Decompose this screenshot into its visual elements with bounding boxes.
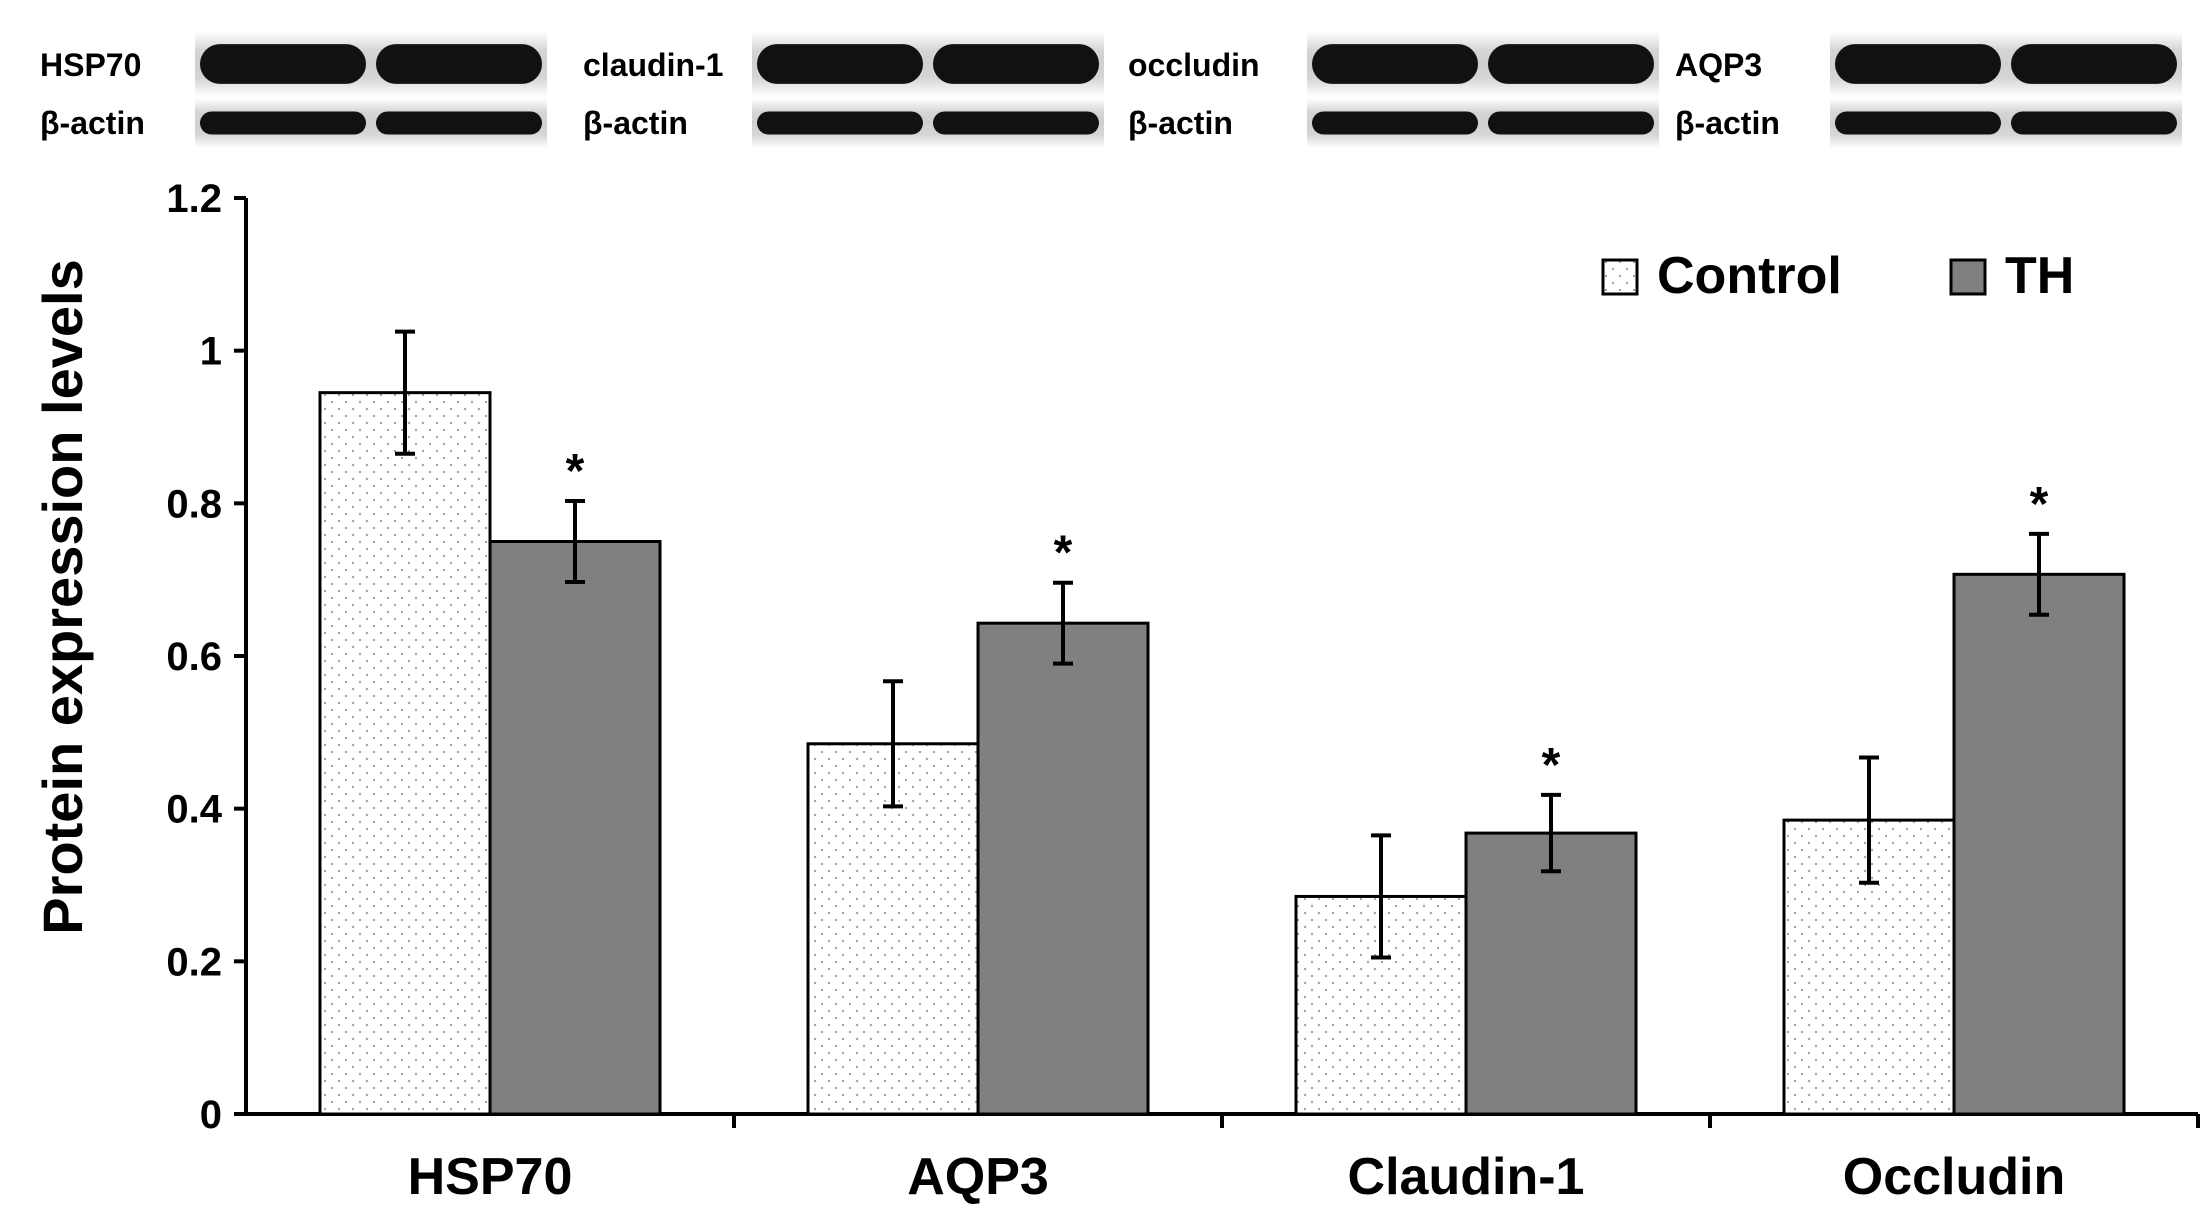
y-tick-label: 0.2 <box>166 940 222 984</box>
blot-label: β-actin <box>1675 105 1780 141</box>
blot-label: β-actin <box>40 105 145 141</box>
blot-band <box>200 111 366 135</box>
blot-band <box>933 44 1099 84</box>
bar-chart: Protein expression levels 0 0.2 0.4 0.6 0.8 1… <box>31 177 2200 1206</box>
blot-band <box>200 44 366 84</box>
x-tick-label: Claudin-1 <box>1348 1148 1585 1206</box>
bar-th <box>1464 831 1638 1116</box>
bar-th <box>1952 572 2126 1116</box>
bar-th <box>488 540 662 1116</box>
blot-band <box>1312 44 1478 84</box>
blot-band <box>1835 44 2001 84</box>
blot-label: occludin <box>1128 47 1260 83</box>
y-tick-label: 0.6 <box>166 635 222 679</box>
legend-label-th: TH <box>2005 247 2074 305</box>
blot-band <box>1488 111 1654 135</box>
legend-label-control: Control <box>1657 247 1842 305</box>
western-blot-strip: HSP70 β-actin claudin-1 β-actin occludin β-ac… <box>40 32 2182 148</box>
significance-marker: * <box>1054 527 1073 580</box>
blot-band <box>1312 111 1478 135</box>
x-tick-label: AQP3 <box>907 1148 1049 1206</box>
legend: Control TH <box>1601 247 2074 305</box>
blot-band <box>376 111 542 135</box>
significance-marker: * <box>566 445 585 498</box>
blot-band <box>1835 111 2001 135</box>
y-tick-label: 0.4 <box>166 788 222 832</box>
bars: * * * * <box>318 329 2126 1116</box>
legend-swatch-control <box>1601 258 1639 296</box>
y-tick-label: 1.2 <box>166 177 222 221</box>
blot-label: HSP70 <box>40 47 141 83</box>
blot-band <box>757 44 923 84</box>
blot-label: claudin-1 <box>583 47 723 83</box>
blot-band <box>376 44 542 84</box>
x-axis: HSP70 AQP3 Claudin-1 Occludin <box>246 1112 2200 1206</box>
blot-label: β-actin <box>1128 105 1233 141</box>
blot-label: β-actin <box>583 105 688 141</box>
y-tick-label: 0.8 <box>166 482 222 526</box>
blot-band <box>1488 44 1654 84</box>
bar-th <box>976 621 1150 1116</box>
x-tick-label: Occludin <box>1843 1148 2065 1206</box>
blot-label: AQP3 <box>1675 47 1762 83</box>
blot-band <box>933 111 1099 135</box>
x-tick-label: HSP70 <box>408 1148 573 1206</box>
significance-marker: * <box>2030 478 2049 531</box>
y-tick-label: 1 <box>200 330 222 374</box>
y-tick-label: 0 <box>200 1093 222 1137</box>
significance-marker: * <box>1542 739 1561 792</box>
blot-band <box>2011 44 2177 84</box>
y-axis-label: Protein expression levels <box>31 259 94 934</box>
y-axis: 0 0.2 0.4 0.6 0.8 1 1.2 <box>166 177 248 1137</box>
blot-band <box>2011 111 2177 135</box>
bar-control <box>318 391 492 1116</box>
blot-band <box>757 111 923 135</box>
legend-swatch-th <box>1949 258 1987 296</box>
